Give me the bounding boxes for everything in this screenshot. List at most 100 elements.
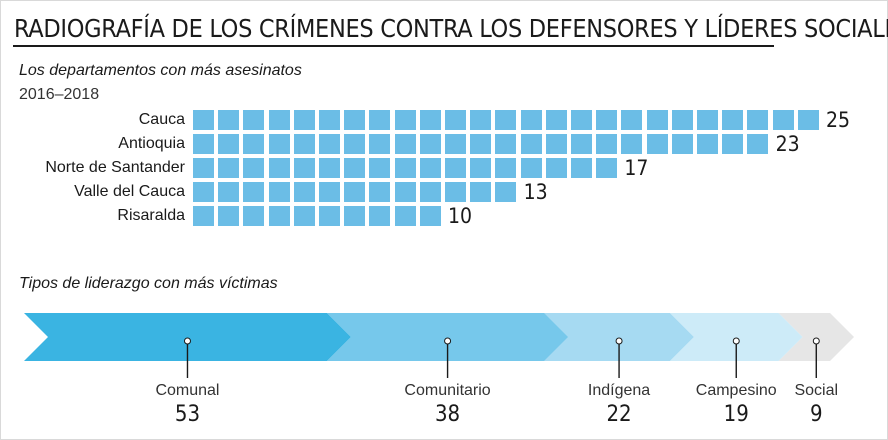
department-unit-square (545, 134, 567, 154)
department-unit-square (445, 182, 466, 202)
department-unit-square (369, 182, 391, 202)
leadership-category-label: Comunal (155, 382, 220, 399)
department-unit-square (218, 182, 240, 202)
department-unit-square (419, 158, 441, 178)
department-unit-square (394, 206, 416, 226)
department-unit-square (797, 110, 819, 130)
department-label: Risaralda (117, 207, 185, 224)
department-unit-square (293, 110, 315, 130)
leadership-segment (669, 313, 803, 361)
department-unit-square (243, 206, 265, 226)
department-unit-square (445, 134, 466, 154)
department-unit-square (596, 158, 618, 178)
department-unit-square (545, 158, 567, 178)
department-unit-square (419, 110, 441, 130)
department-unit-square (344, 110, 366, 130)
department-value: 10 (448, 204, 473, 228)
department-unit-square (193, 182, 214, 202)
department-unit-square (394, 158, 416, 178)
department-unit-square (344, 206, 366, 226)
department-unit-square (470, 182, 492, 202)
department-unit-square (419, 206, 441, 226)
department-unit-square (193, 134, 214, 154)
department-unit-square (319, 158, 340, 178)
department-unit-square (646, 134, 668, 154)
department-unit-square (520, 158, 542, 178)
department-unit-square (520, 134, 542, 154)
department-unit-square (319, 134, 340, 154)
department-value: 17 (624, 156, 649, 180)
department-unit-square (621, 110, 643, 130)
leadership-marker-dot (812, 337, 820, 345)
department-unit-square (445, 158, 466, 178)
department-unit-square (571, 158, 592, 178)
leadership-segment (544, 313, 694, 361)
leadership-segment (778, 313, 854, 361)
leadership-value: 38 (434, 402, 461, 427)
department-unit-square (571, 110, 592, 130)
departments-period: 2016–2018 (19, 86, 100, 103)
leadership-category-label: Social (794, 382, 839, 399)
department-label: Norte de Santander (45, 159, 185, 176)
leadership-marker-dot (732, 337, 740, 345)
department-unit-square (596, 134, 618, 154)
leadership-category-label: Campesino (695, 382, 777, 399)
department-unit-square (369, 134, 391, 154)
department-label: Antioquia (118, 135, 185, 152)
department-unit-square (545, 110, 567, 130)
department-unit-square (621, 134, 643, 154)
leadership-marker-dot (444, 337, 452, 345)
department-unit-square (293, 206, 315, 226)
department-unit-square (495, 134, 517, 154)
department-unit-square (394, 134, 416, 154)
department-unit-square (697, 110, 718, 130)
department-unit-square (319, 110, 340, 130)
department-unit-square (218, 158, 240, 178)
department-unit-square (218, 134, 240, 154)
department-unit-square (596, 110, 618, 130)
department-value: 25 (826, 108, 851, 132)
department-unit-square (419, 134, 441, 154)
department-unit-square (369, 158, 391, 178)
department-unit-square (495, 110, 517, 130)
department-unit-square (772, 110, 794, 130)
leadership-category-label: Comunitario (404, 382, 491, 399)
leadership-value: 9 (809, 402, 823, 427)
department-unit-square (495, 182, 517, 202)
department-unit-square (243, 158, 265, 178)
department-unit-square (646, 110, 668, 130)
department-unit-square (394, 110, 416, 130)
department-unit-square (697, 134, 718, 154)
leadership-value: 22 (606, 402, 632, 427)
department-unit-square (747, 110, 769, 130)
leadership-marker-dot (615, 337, 623, 345)
department-unit-square (495, 158, 517, 178)
department-unit-square (268, 134, 290, 154)
department-unit-square (218, 110, 240, 130)
department-unit-square (722, 134, 744, 154)
leadership-marker-dot (183, 337, 191, 345)
departments-section-title: Los departamentos con más asesinatos (19, 62, 302, 79)
department-unit-square (344, 182, 366, 202)
department-unit-square (722, 110, 744, 130)
leadership-segment (326, 313, 569, 361)
department-unit-square (268, 182, 290, 202)
department-unit-square (268, 206, 290, 226)
department-unit-square (747, 134, 769, 154)
department-unit-square (193, 206, 214, 226)
department-unit-square (243, 134, 265, 154)
department-unit-square (571, 134, 592, 154)
title-underline (13, 45, 774, 47)
department-unit-square (293, 182, 315, 202)
leadership-section-title: Tipos de liderazgo con más víctimas (19, 275, 278, 292)
department-unit-square (671, 110, 693, 130)
department-unit-square (470, 110, 492, 130)
department-unit-square (419, 182, 441, 202)
department-unit-square (369, 206, 391, 226)
department-unit-square (671, 134, 693, 154)
department-label: Valle del Cauca (74, 183, 185, 200)
department-unit-square (268, 110, 290, 130)
department-unit-square (394, 182, 416, 202)
department-label: Cauca (138, 111, 185, 128)
